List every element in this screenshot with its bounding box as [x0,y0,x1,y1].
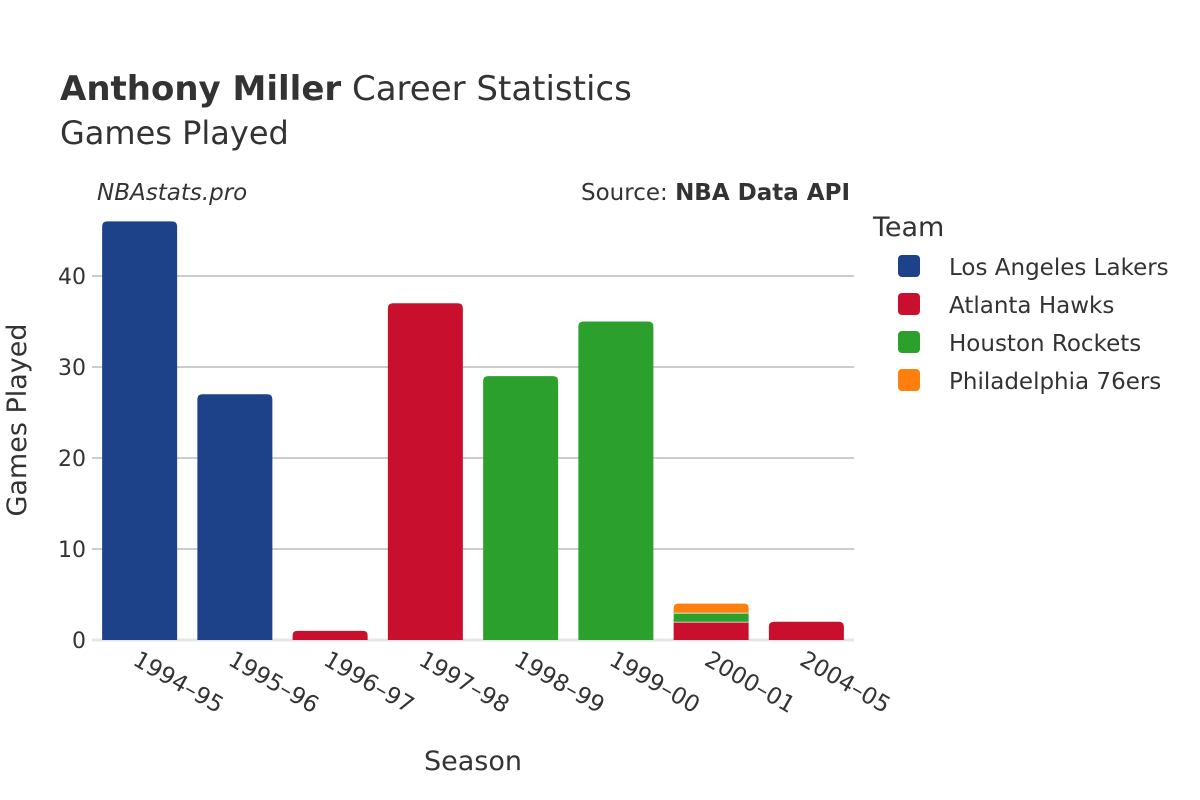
x-tick-label: 1995–96 [224,647,323,719]
source-prefix: Source: [581,180,675,206]
bar-philadelphia-76ers-2000–01[interactable] [673,603,749,613]
y-tick-label: 0 [72,629,86,654]
x-tick-label: 1999–00 [605,647,704,719]
bar-houston-rockets-1999–00[interactable] [578,321,654,641]
x-tick-label: 2004–05 [795,647,894,719]
y-tick-label: 40 [58,265,86,290]
x-tick-label: 2000–01 [700,647,799,719]
bar-atlanta-hawks-1997–98[interactable] [387,303,463,640]
legend-swatch [898,293,920,315]
x-axis-title: Season [424,746,522,777]
legend-title: Team [872,212,944,243]
bar-los-angeles-lakers-1994–95[interactable] [102,221,178,640]
bar-atlanta-hawks-2000–01[interactable] [673,621,749,640]
x-tick-label: 1996–97 [319,647,418,719]
legend-label: Philadelphia 76ers [949,369,1161,395]
y-tick-label: 10 [58,538,86,563]
x-tick-labels: 1994–951995–961996–971997–981998–991999–… [129,647,895,719]
bars [102,221,844,640]
bar-houston-rockets-2000–01[interactable] [673,612,749,622]
y-axis-title: Games Played [2,323,33,516]
bar-los-angeles-lakers-1995–96[interactable] [197,394,273,640]
player-name: Anthony Miller [60,69,341,109]
source-name: NBA Data API [675,180,850,206]
legend-label: Atlanta Hawks [949,293,1114,319]
bar-atlanta-hawks-2004–05[interactable] [768,621,844,640]
legend-swatch [898,255,920,277]
bar-houston-rockets-1998–99[interactable] [483,376,559,640]
legend-label: Los Angeles Lakers [949,255,1169,281]
source-credit: Source: NBA Data API [581,180,850,206]
legend[interactable]: Los Angeles Lakers Atlanta Hawks Houston R… [898,255,1169,395]
chart-subtitle: Games Played [60,114,289,152]
y-tick-label: 20 [58,447,86,472]
legend-item-philadelphia-76ers[interactable]: Philadelphia 76ers [898,369,1161,395]
y-tick-label: 30 [58,356,86,381]
y-tick-labels: 0 10 20 30 40 [58,265,86,654]
legend-swatch [898,331,920,353]
x-tick-label: 1997–98 [414,647,513,719]
bar-atlanta-hawks-1996–97[interactable] [292,630,368,640]
x-tick-label: 1998–99 [510,647,609,719]
site-credit: NBAstats.pro [97,180,247,206]
title-rest: Career Statistics [341,69,632,109]
legend-item-los-angeles-lakers[interactable]: Los Angeles Lakers [898,255,1169,281]
legend-label: Houston Rockets [949,331,1141,357]
x-tick-label: 1994–95 [129,647,228,719]
legend-swatch [898,369,920,391]
legend-item-atlanta-hawks[interactable]: Atlanta Hawks [898,293,1114,319]
chart-title: Anthony Miller Career Statistics [60,69,632,109]
legend-item-houston-rockets[interactable]: Houston Rockets [898,331,1141,357]
